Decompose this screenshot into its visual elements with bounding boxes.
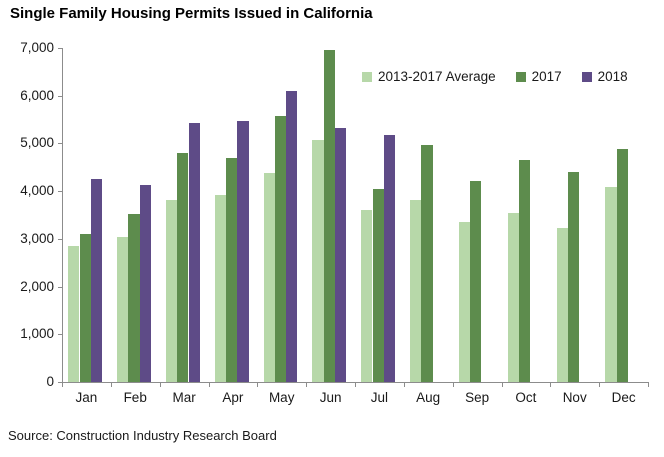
bar-2013-2017-average-jan	[68, 245, 80, 382]
y-axis-tick-label: 4,000	[20, 183, 54, 199]
x-axis-tick-mark	[208, 383, 210, 387]
x-axis-tick-mark	[452, 383, 454, 387]
x-axis-label-jul: Jul	[370, 390, 389, 405]
bar-2017-jul	[372, 188, 384, 382]
x-axis-tick-mark	[355, 383, 356, 387]
bar-2013-2017-average-feb	[117, 237, 129, 382]
bar-2017-may	[274, 116, 287, 382]
bar-2013-2017-average-mar	[165, 199, 178, 382]
y-axis-tick-mark	[58, 334, 62, 336]
y-axis-tick-mark	[58, 286, 62, 288]
y-axis-tick-mark	[58, 238, 62, 240]
source-note: Source: Construction Industry Research B…	[8, 428, 277, 443]
y-axis-tick-label: 3,000	[20, 230, 54, 246]
y-axis-tick-label: 2,000	[20, 278, 54, 294]
bar-2017-apr	[226, 158, 238, 382]
x-axis-label-jun: Jun	[319, 390, 342, 405]
legend-label: 2013-2017 Average	[378, 69, 496, 84]
x-axis-label-feb: Feb	[123, 390, 147, 405]
legend-item-2018: 2018	[581, 69, 628, 84]
y-axis-tick-mark	[58, 143, 62, 145]
legend-label: 2018	[597, 69, 628, 84]
x-axis-tick-mark	[648, 383, 649, 387]
x-axis-tick-mark	[306, 383, 308, 387]
x-axis-label-may: May	[268, 390, 295, 405]
bar-2018-jul	[383, 135, 396, 382]
bar-2018-jan	[90, 179, 103, 382]
y-axis-tick-label: 5,000	[20, 135, 54, 151]
legend-swatch-icon	[362, 71, 372, 82]
x-axis-label-nov: Nov	[562, 390, 587, 405]
y-axis-tick-mark	[58, 48, 62, 49]
bar-2017-aug	[421, 145, 433, 382]
bar-2013-2017-average-nov	[556, 227, 568, 382]
legend-label: 2017	[531, 69, 562, 84]
x-axis-tick-mark	[501, 383, 503, 387]
y-axis-tick-mark	[58, 382, 62, 383]
x-axis-tick-mark	[403, 383, 405, 387]
x-axis-tick-mark	[550, 383, 552, 387]
bar-2013-2017-average-jun	[312, 140, 324, 382]
y-axis-tick-label: 7,000	[20, 40, 54, 55]
x-axis-label-sep: Sep	[465, 390, 490, 405]
chart-legend: 2013-2017 Average 2017 2018	[362, 69, 628, 84]
legend-item-2013-2017-average: 2013-2017 Average	[362, 69, 496, 84]
x-axis-label-jan: Jan	[75, 390, 98, 405]
plot-area	[62, 48, 649, 383]
y-axis-tick-label: 6,000	[20, 87, 54, 103]
bar-2013-2017-average-apr	[214, 195, 226, 382]
legend-item-2017: 2017	[515, 69, 562, 84]
y-axis-tick-label: 1,000	[20, 326, 54, 342]
x-axis-tick-mark	[599, 383, 601, 387]
bar-2018-mar	[188, 122, 200, 382]
bar-2017-jan	[79, 233, 91, 382]
bar-2013-2017-average-may	[263, 173, 275, 382]
bar-2018-apr	[237, 120, 249, 382]
x-axis-tick-mark	[159, 383, 161, 387]
x-axis-label-apr: Apr	[222, 390, 244, 405]
bar-2017-sep	[470, 180, 482, 382]
chart-title: Single Family Housing Permits Issued in …	[10, 5, 373, 22]
x-axis-tick-mark	[257, 383, 259, 387]
x-axis-tick-mark	[110, 383, 112, 387]
bar-2013-2017-average-dec	[605, 186, 617, 382]
bar-2018-jun	[335, 127, 347, 382]
x-axis-label-oct: Oct	[515, 390, 537, 405]
bar-2018-may	[286, 90, 298, 382]
x-axis-label-aug: Aug	[416, 390, 441, 405]
bar-2017-jun	[323, 49, 335, 382]
y-axis-tick-mark	[58, 95, 62, 97]
bar-2017-nov	[567, 172, 580, 382]
bar-2018-feb	[139, 184, 151, 382]
bar-2017-oct	[519, 159, 531, 382]
bar-2017-feb	[128, 213, 140, 382]
bar-2013-2017-average-oct	[507, 213, 519, 382]
bar-2013-2017-average-sep	[458, 222, 471, 382]
bar-2013-2017-average-jul	[361, 210, 373, 382]
legend-swatch-icon	[515, 71, 526, 82]
bar-2017-mar	[177, 153, 189, 382]
bar-2017-dec	[616, 148, 628, 382]
y-axis-tick-mark	[58, 191, 62, 193]
bar-2013-2017-average-aug	[410, 199, 422, 382]
x-axis-label-dec: Dec	[611, 390, 636, 405]
x-axis-tick-mark	[62, 383, 63, 387]
legend-swatch-icon	[581, 71, 592, 82]
y-axis-tick-label: 0	[46, 374, 54, 389]
x-axis-label-mar: Mar	[172, 390, 196, 405]
